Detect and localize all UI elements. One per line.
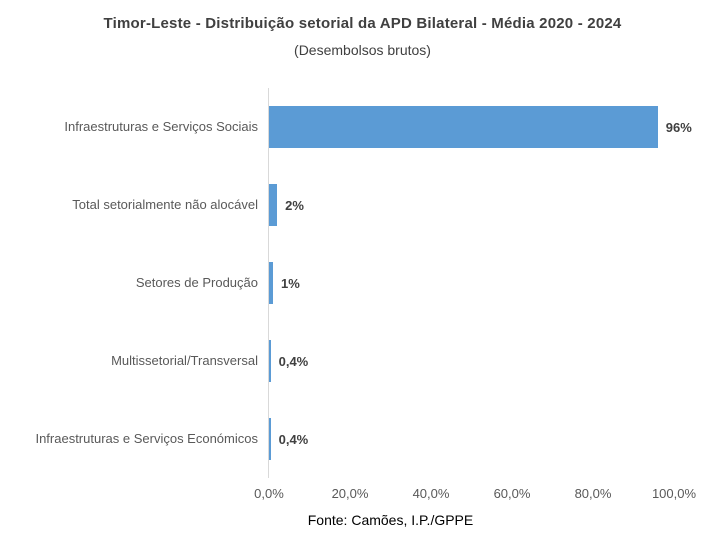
value-label: 2% xyxy=(285,197,304,213)
category-label: Infraestruturas e Serviços Económicos xyxy=(35,430,258,446)
x-axis: 0,0% 20,0% 40,0% 60,0% 80,0% 100,0% xyxy=(254,486,696,502)
chart-subtitle: (Desembolsos brutos) xyxy=(294,42,431,58)
y-axis-line xyxy=(268,88,269,478)
x-axis-tick-label: 40,0% xyxy=(412,486,450,501)
bar-row: Setores de Produção 1% xyxy=(0,244,725,322)
value-label: 96% xyxy=(665,119,692,135)
x-axis-tick-label: 20,0% xyxy=(331,486,369,501)
category-label: Total setorialmente não alocável xyxy=(72,196,258,212)
plot-area: Infraestruturas e Serviços Sociais 96% Tot… xyxy=(0,88,725,478)
bar-row: Total setorialmente não alocável 2% xyxy=(0,166,725,244)
bar xyxy=(269,184,278,226)
source-note: Fonte: Camões, I.P./GPPE xyxy=(307,512,474,528)
bar xyxy=(269,106,658,148)
bar-row: Infraestruturas e Serviços Sociais 96% xyxy=(0,88,725,166)
value-label: 1% xyxy=(281,275,300,291)
bar-track: 96% xyxy=(269,88,725,166)
category-label: Multissetorial/Transversal xyxy=(111,352,258,368)
category-label: Setores de Produção xyxy=(135,274,258,290)
bar-track: 1% xyxy=(269,244,725,322)
bar-track: 0,4% xyxy=(269,400,725,478)
value-label: 0,4% xyxy=(278,353,309,369)
x-axis-tick-label: 0,0% xyxy=(254,486,284,501)
bar-row: Infraestruturas e Serviços Económicos 0,4… xyxy=(0,400,725,478)
category-label: Infraestruturas e Serviços Sociais xyxy=(64,118,258,134)
bar-track: 0,4% xyxy=(269,322,725,400)
bar-row: Multissetorial/Transversal 0,4% xyxy=(0,322,725,400)
x-axis-tick-label: 80,0% xyxy=(574,486,612,501)
x-axis-tick-label: 100,0% xyxy=(651,486,697,501)
bar xyxy=(269,262,274,304)
x-axis-tick-label: 60,0% xyxy=(493,486,531,501)
value-label: 0,4% xyxy=(278,431,309,447)
bar-track: 2% xyxy=(269,166,725,244)
bar xyxy=(269,340,271,382)
bar xyxy=(269,418,271,460)
chart-title: Timor-Leste - Distribuição setorial da A… xyxy=(103,15,622,32)
